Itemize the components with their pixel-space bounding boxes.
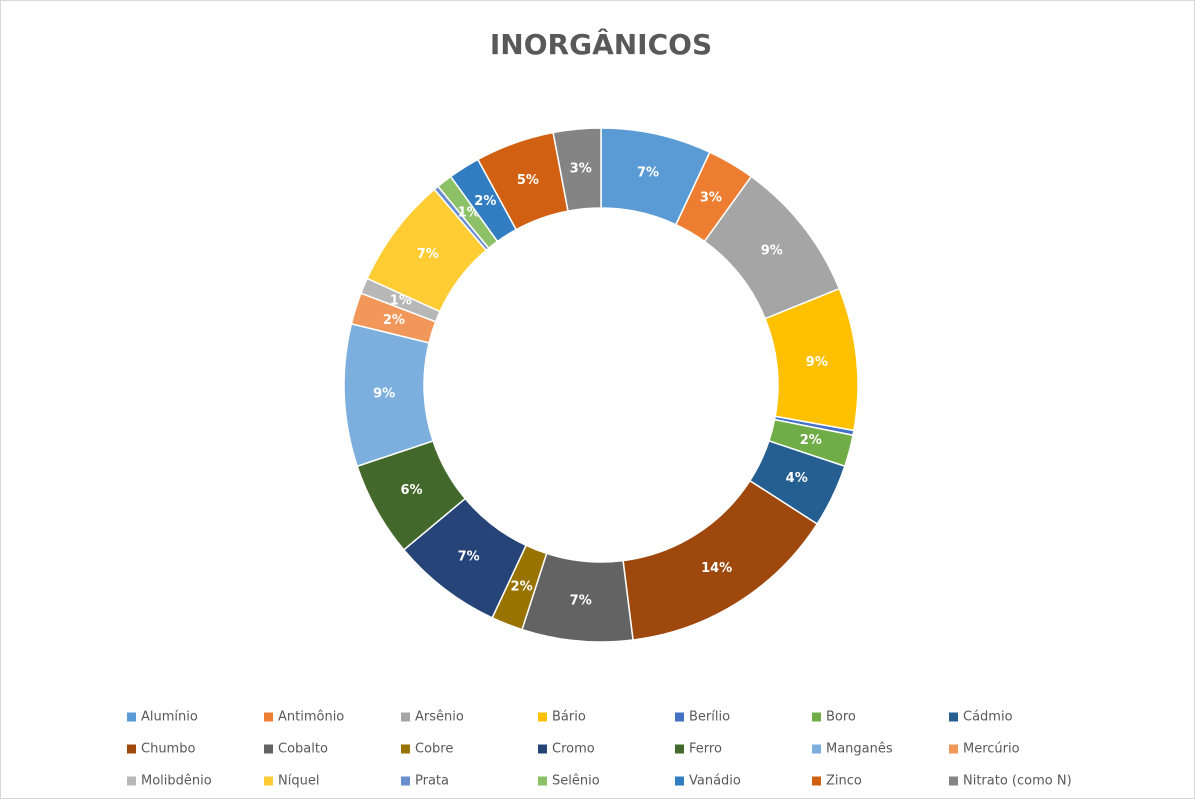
data-label: 5% — [517, 173, 539, 188]
data-label: 7% — [570, 594, 592, 609]
legend-label: Cromo — [552, 742, 595, 757]
legend-label: Alumínio — [141, 710, 198, 725]
legend-swatch — [949, 712, 958, 722]
legend-swatch — [401, 744, 410, 754]
legend-label: Vanádio — [689, 774, 741, 789]
data-label: 1% — [390, 294, 412, 309]
data-label: 6% — [400, 483, 422, 498]
legend-label: Molibdênio — [141, 774, 212, 789]
legend-swatch — [127, 776, 136, 786]
data-label: 3% — [570, 161, 592, 176]
legend-swatch — [812, 712, 821, 722]
data-label: 7% — [637, 166, 659, 181]
legend-swatch — [264, 744, 273, 754]
legend-label: Níquel — [278, 774, 319, 789]
legend-swatch — [675, 744, 684, 754]
legend-swatch — [127, 744, 136, 754]
chart-title: INORGÂNICOS — [490, 27, 712, 61]
legend-label: Prata — [415, 774, 449, 789]
data-label: 2% — [383, 313, 405, 328]
legend-swatch — [401, 776, 410, 786]
legend-label: Cobre — [415, 742, 453, 757]
data-label: 2% — [511, 579, 533, 594]
legend-swatch — [127, 712, 136, 722]
legend-label: Arsênio — [415, 710, 464, 725]
legend-label: Boro — [826, 710, 856, 725]
legend-label: Chumbo — [141, 742, 195, 757]
data-label: 2% — [800, 433, 822, 448]
legend-label: Antimônio — [278, 710, 344, 725]
data-label: 14% — [701, 561, 732, 576]
legend-swatch — [264, 712, 273, 722]
legend-swatch — [812, 776, 821, 786]
data-label: 7% — [417, 247, 439, 262]
legend-swatch — [675, 712, 684, 722]
legend-swatch — [949, 744, 958, 754]
legend-label: Zinco — [826, 774, 862, 789]
legend-label: Nitrato (como N) — [963, 774, 1072, 789]
data-label: 9% — [806, 355, 828, 370]
legend-swatch — [538, 776, 547, 786]
legend-swatch — [675, 776, 684, 786]
donut-slice — [552, 127, 602, 212]
data-label: 9% — [373, 386, 395, 401]
legend-label: Ferro — [689, 742, 722, 757]
legend-swatch — [812, 744, 821, 754]
legend-label: Bário — [552, 710, 586, 725]
legend-label: Manganês — [826, 742, 893, 757]
legend-swatch — [538, 744, 547, 754]
data-label: 2% — [474, 194, 496, 209]
legend-label: Berílio — [689, 710, 730, 725]
legend-label: Selênio — [552, 774, 600, 789]
legend-label: Cádmio — [963, 710, 1013, 725]
data-label: 9% — [761, 244, 783, 259]
data-label: 7% — [458, 549, 480, 564]
data-label: 3% — [700, 190, 722, 205]
legend-swatch — [538, 712, 547, 722]
legend-swatch — [401, 712, 410, 722]
legend-label: Cobalto — [278, 742, 328, 757]
legend-swatch — [949, 776, 958, 786]
data-label: 4% — [786, 471, 808, 486]
legend-swatch — [264, 776, 273, 786]
legend-label: Mercúrio — [963, 742, 1020, 757]
